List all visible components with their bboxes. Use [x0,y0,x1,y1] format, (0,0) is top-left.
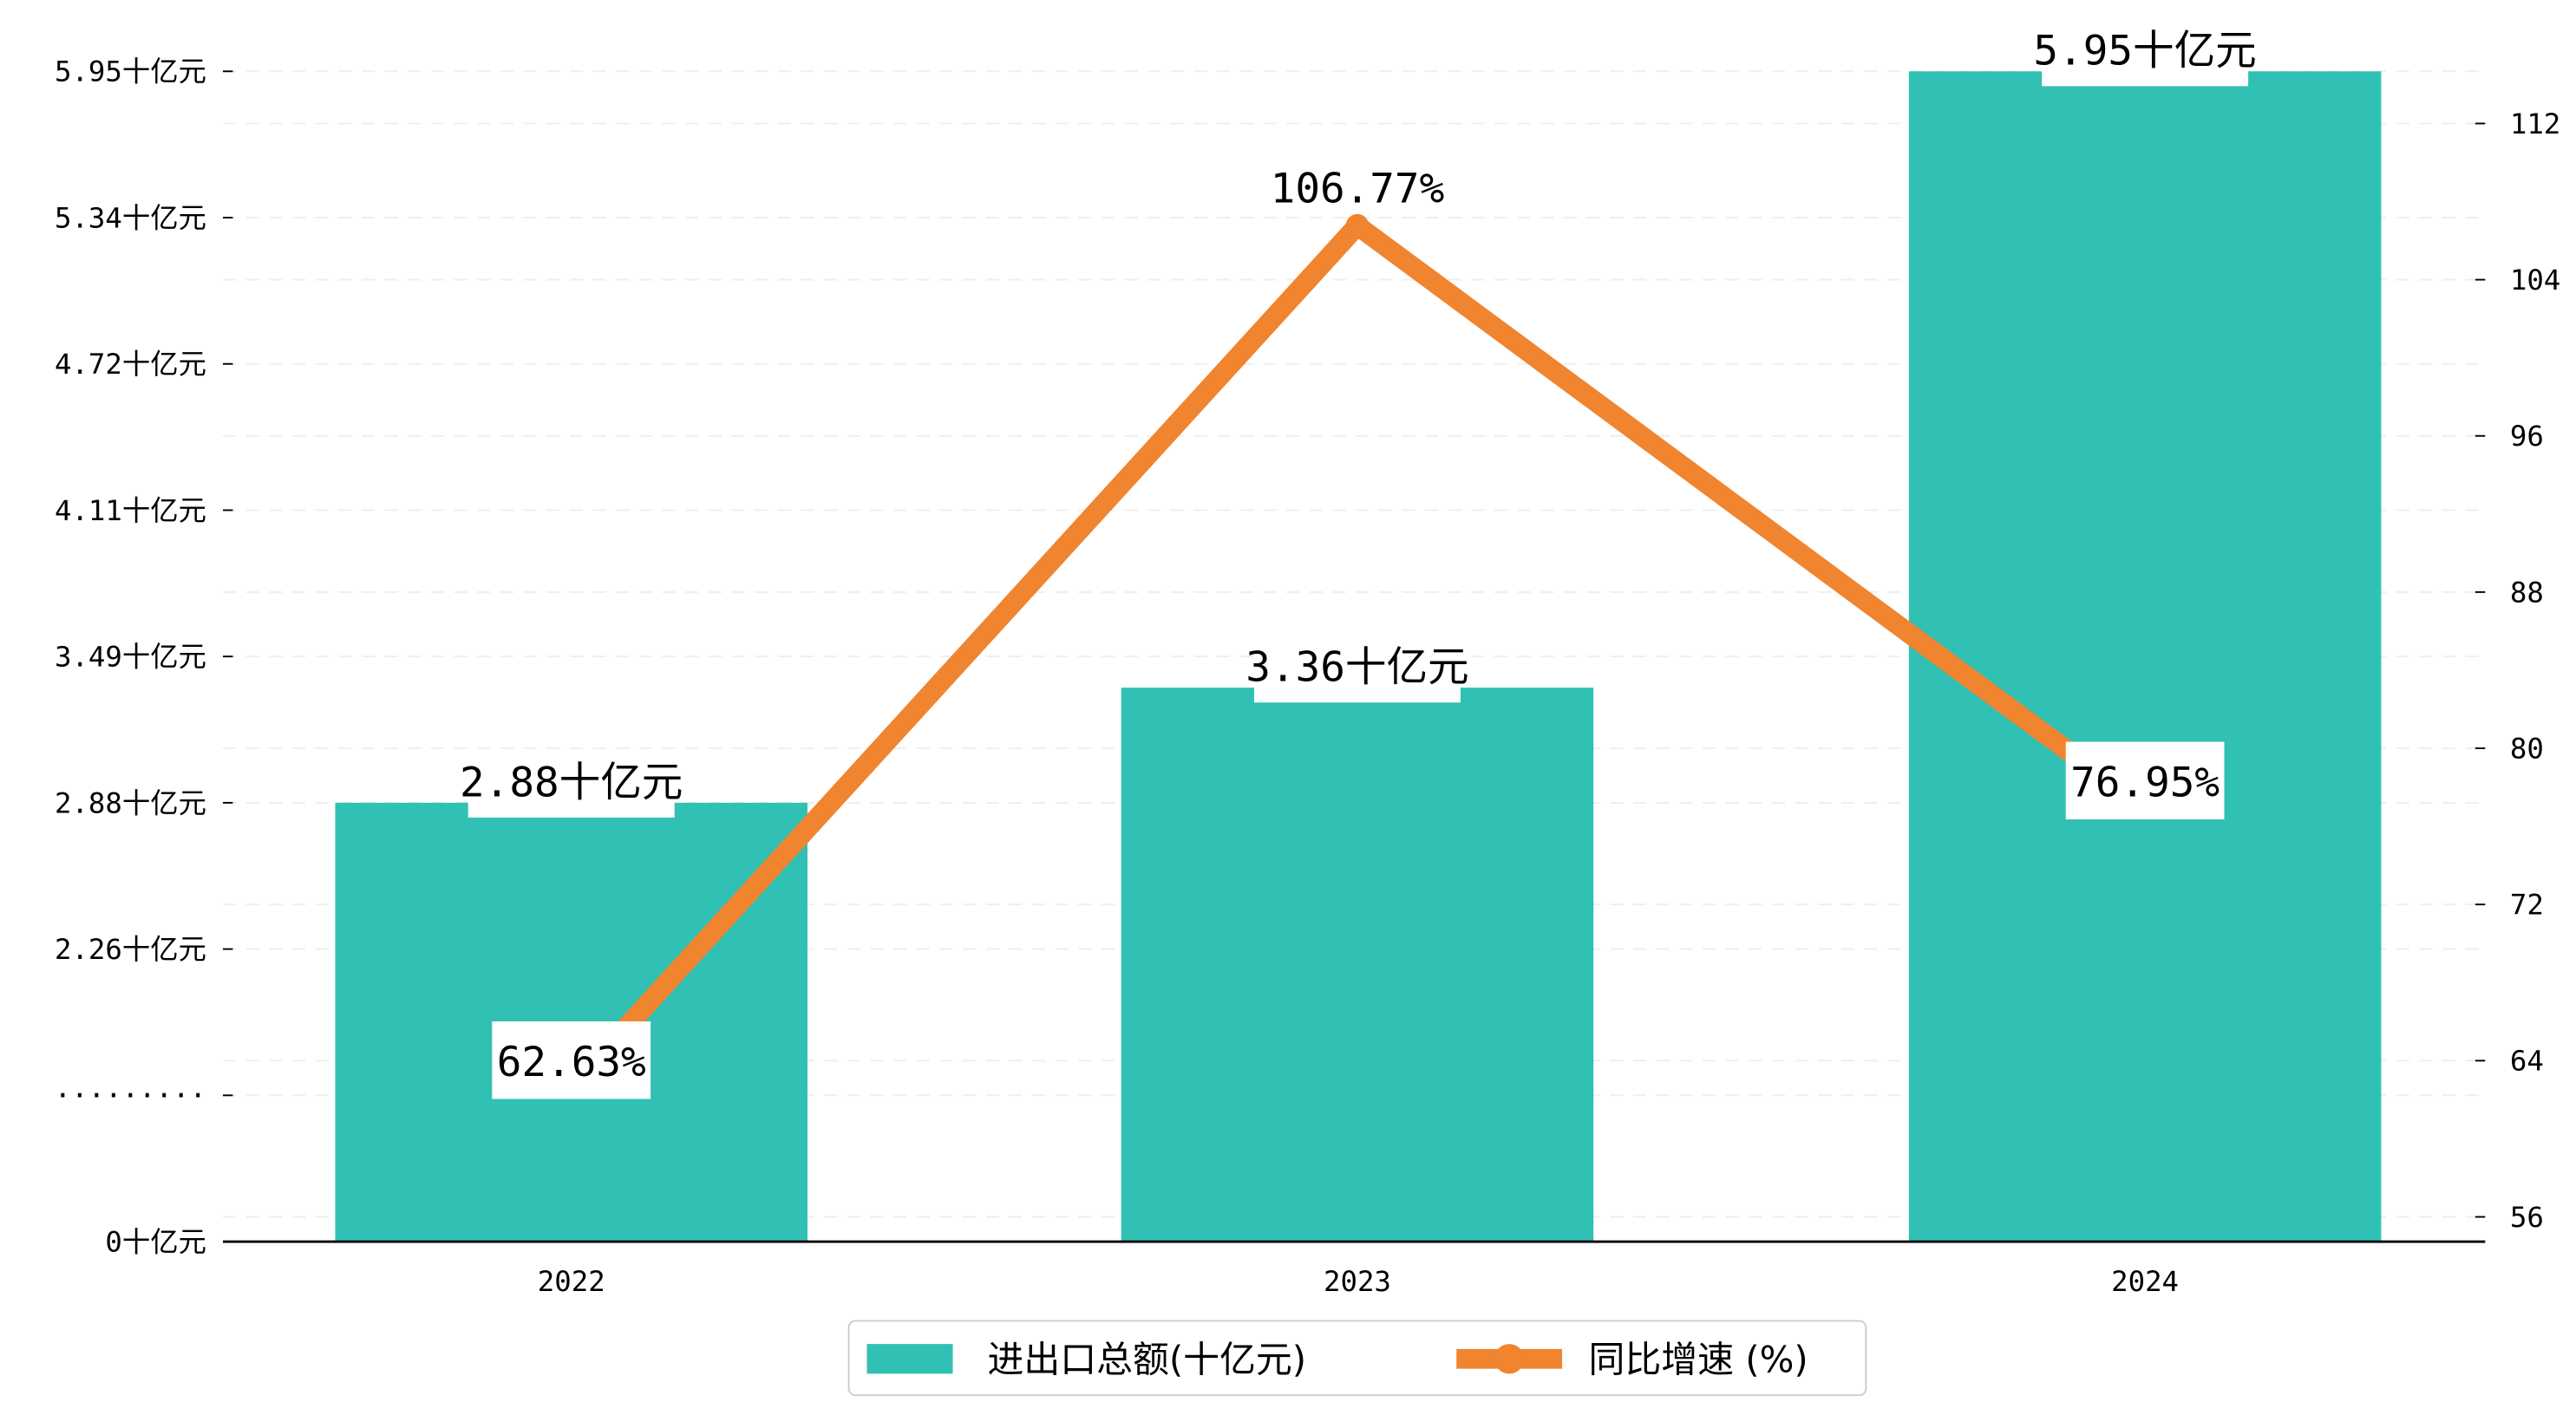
bar-2024 [1908,71,2382,1242]
left-tick-label: 2.26十亿元 [55,933,206,966]
bar-label-box [2042,22,2249,87]
right-tick-label: 112 [2510,108,2560,140]
growth-label-box [1266,149,1448,203]
x-tick-label: 2024 [2111,1265,2179,1298]
bar-2023 [1121,688,1594,1242]
right-tick-label: 64 [2510,1045,2544,1078]
legend-line-label: 同比增速 (%) [1588,1338,1808,1380]
legend: 进出口总额(十亿元) 同比增速 (%) [847,1320,1867,1397]
bar-label-box [1253,637,1461,703]
bar-value-label: 5.95十亿元 [2033,28,2256,75]
growth-value-label: 76.95% [2070,759,2220,806]
right-tick-label: 72 [2510,889,2544,922]
legend-bar-label: 进出口总额(十亿元) [987,1338,1306,1380]
left-tick-label: 0十亿元 [105,1225,206,1258]
growth-label-box [492,1021,651,1099]
growth-point [1345,213,1370,238]
left-tick-label: 5.34十亿元 [55,201,206,234]
bar-value-label: 2.88十亿元 [460,759,683,806]
right-tick-label: 80 [2510,732,2544,765]
legend-line-marker [1494,1344,1525,1374]
growth-value-label: 62.63% [497,1039,646,1086]
right-tick-label: 104 [2510,264,2560,297]
legend-bar-swatch [866,1344,953,1374]
growth-value-label: 106.77% [1271,166,1445,213]
axes: 0十亿元 ········· 2.26十亿元 2.88十亿元 3.49十亿元 4.11十亿… [55,55,2561,1298]
left-tick-label: 2.88十亿元 [55,786,206,819]
left-tick-label: 5.95十亿元 [55,55,206,88]
data-labels: 2.88十亿元 3.36十亿元 5.95十亿元 62.63% 106.77% 76.95% [460,22,2257,1099]
legend-box [847,1320,1867,1397]
left-tick-label: ········· [55,1079,206,1112]
left-tick-label: 4.72十亿元 [55,348,206,381]
x-tick-label: 2022 [538,1265,605,1298]
left-tick-label: 4.11十亿元 [55,494,206,527]
left-tick-label: 3.49十亿元 [55,641,206,674]
right-tick-label: 96 [2510,420,2544,453]
right-tick-label: 88 [2510,576,2544,609]
right-tick-label: 56 [2510,1201,2544,1234]
x-tick-label: 2023 [1324,1265,1391,1298]
growth-label-box [2065,741,2225,820]
bar-label-box [467,753,675,818]
bars [335,71,2382,1242]
bar-value-label: 3.36十亿元 [1246,643,1468,691]
